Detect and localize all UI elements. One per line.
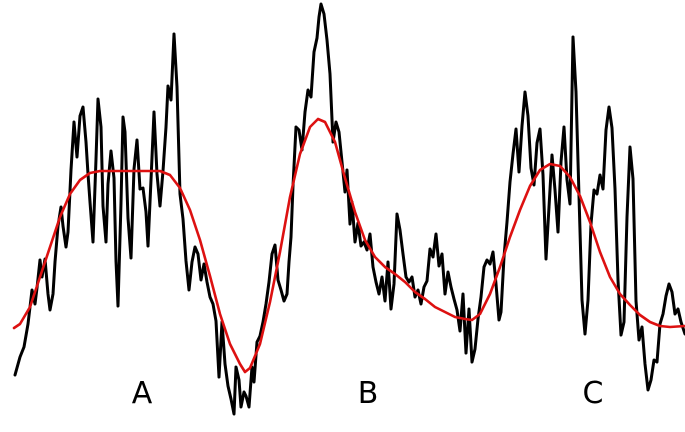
region-labels: A B C bbox=[132, 376, 604, 411]
region-label-c: C bbox=[583, 376, 604, 411]
region-label-a: A bbox=[132, 376, 153, 411]
region-label-b: B bbox=[358, 376, 379, 411]
raw-series-line bbox=[13, 2, 685, 416]
smoothed-series-line bbox=[12, 117, 685, 374]
series-layer bbox=[12, 2, 685, 416]
